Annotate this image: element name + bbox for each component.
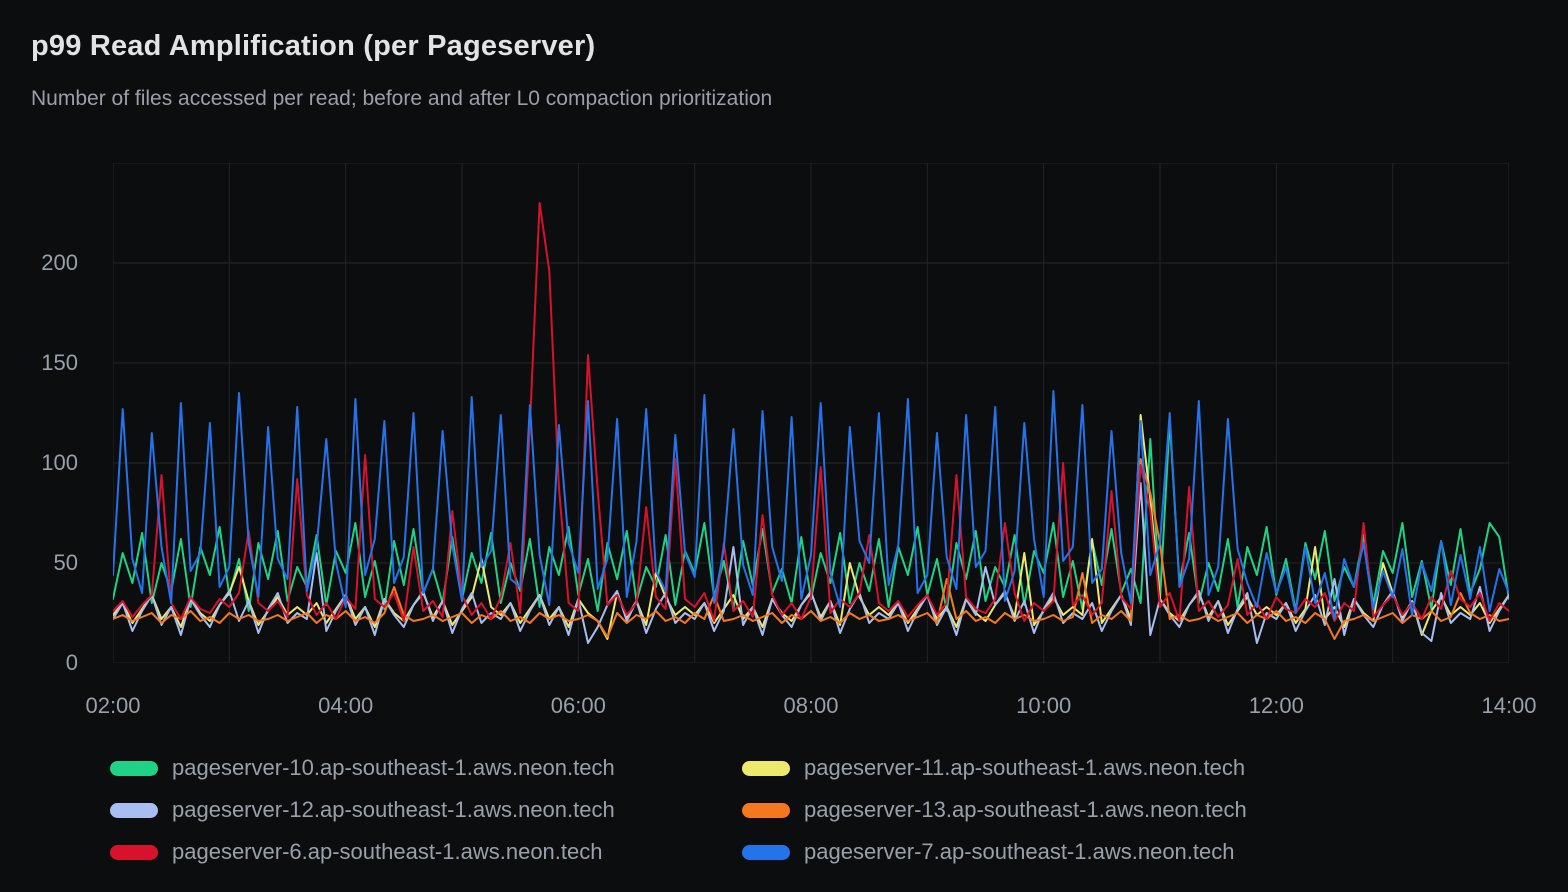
series-line-pageserver-13 [113, 458, 1509, 640]
x-tick-label: 14:00 [1481, 693, 1537, 718]
legend-item-pageserver-10[interactable]: pageserver-10.ap-southeast-1.aws.neon.te… [110, 755, 742, 780]
legend-label: pageserver-6.ap-southeast-1.aws.neon.tec… [172, 839, 603, 864]
timeseries-plot [113, 163, 1509, 663]
legend-item-pageserver-12[interactable]: pageserver-12.ap-southeast-1.aws.neon.te… [110, 797, 742, 822]
legend-swatch-icon [742, 760, 790, 776]
legend-item-pageserver-7[interactable]: pageserver-7.ap-southeast-1.aws.neon.tec… [742, 839, 1247, 864]
y-tick-label: 100 [41, 450, 78, 475]
legend-item-pageserver-13[interactable]: pageserver-13.ap-southeast-1.aws.neon.te… [742, 797, 1247, 822]
legend-swatch-icon [110, 760, 158, 776]
legend-swatch-icon [110, 844, 158, 860]
legend-label: pageserver-12.ap-southeast-1.aws.neon.te… [172, 797, 615, 822]
legend-swatch-icon [742, 844, 790, 860]
y-tick-label: 150 [41, 350, 78, 375]
page-title: p99 Read Amplification (per Pageserver) [31, 30, 596, 62]
y-tick-label: 0 [65, 650, 78, 675]
x-tick-label: 06:00 [550, 693, 606, 718]
x-tick-label: 10:00 [1016, 693, 1072, 718]
legend: pageserver-10.ap-southeast-1.aws.neon.te… [110, 755, 1247, 864]
legend-swatch-icon [110, 802, 158, 818]
legend-item-pageserver-6[interactable]: pageserver-6.ap-southeast-1.aws.neon.tec… [110, 839, 742, 864]
y-tick-label: 50 [53, 550, 78, 575]
y-tick-label: 200 [41, 250, 78, 275]
x-tick-label: 12:00 [1248, 693, 1304, 718]
series-line-pageserver-7 [113, 390, 1509, 620]
plot-area[interactable] [113, 163, 1509, 663]
legend-item-pageserver-11[interactable]: pageserver-11.ap-southeast-1.aws.neon.te… [742, 755, 1247, 780]
legend-label: pageserver-7.ap-southeast-1.aws.neon.tec… [804, 839, 1235, 864]
x-tick-label: 02:00 [85, 693, 141, 718]
legend-label: pageserver-10.ap-southeast-1.aws.neon.te… [172, 755, 615, 780]
panel-subtitle: Number of files accessed per read; befor… [31, 87, 773, 110]
legend-label: pageserver-11.ap-southeast-1.aws.neon.te… [804, 755, 1246, 780]
x-tick-label: 08:00 [783, 693, 839, 718]
legend-label: pageserver-13.ap-southeast-1.aws.neon.te… [804, 797, 1247, 822]
x-tick-label: 04:00 [318, 693, 374, 718]
legend-swatch-icon [742, 802, 790, 818]
